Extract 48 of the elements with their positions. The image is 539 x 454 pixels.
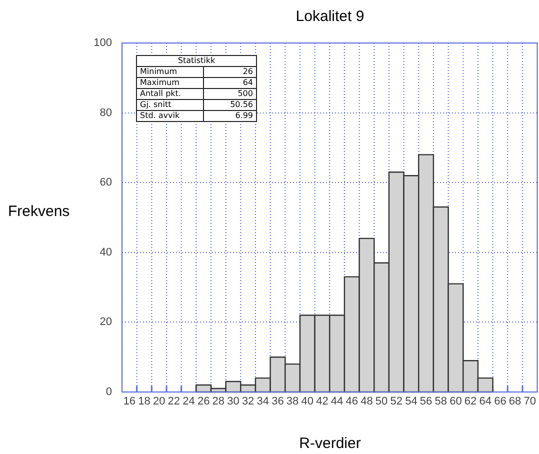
annotation: 6.99 [204,110,256,122]
annotation: Statistikk [136,56,256,66]
x-tick-label: 50 [375,396,388,408]
annotation: Gj. snitt [136,100,204,110]
y-tick-label: 100 [94,37,112,50]
y-axis-title: Frekvens [8,203,70,220]
x-tick-label: 20 [152,396,166,408]
x-tick-label: 34 [256,396,270,408]
x-tick-label: 26 [197,396,210,408]
x-tick-label: 18 [138,396,150,408]
annotation: 26 [204,66,256,78]
x-tick-label: 30 [227,396,240,408]
y-tick-label: 40 [100,246,112,258]
annotation: 64 [204,78,256,88]
x-tick-label: 22 [168,396,180,408]
x-tick-label: 56 [420,396,432,408]
x-tick-label: 28 [212,396,225,408]
x-tick-label: 66 [494,396,506,408]
x-tick-label: 32 [242,396,254,408]
x-tick-label: 42 [316,396,328,408]
y-tick-label: 60 [100,176,112,189]
x-tick-label: 36 [272,396,284,408]
x-tick-label: 38 [286,396,299,408]
x-tick-label: 60 [450,396,462,408]
annotation: 50.56 [204,100,256,110]
x-tick-label: 70 [524,396,536,408]
annotation: 500 [204,88,256,100]
x-tick-label: 54 [405,396,418,408]
x-tick-label: 52 [390,396,403,408]
x-tick-label: 62 [464,396,477,408]
annotation: Antall pkt. [136,88,204,100]
x-axis-title: R-verdier [298,435,362,452]
y-tick-label: 20 [100,316,112,328]
x-tick-label: 44 [330,396,344,408]
x-tick-label: 58 [434,396,447,408]
y-tick-label: 0 [106,386,112,398]
annotation: Maximum [136,78,204,88]
y-tick-label: 80 [100,106,112,119]
annotation: Std. avvik [136,110,204,122]
x-tick-label: 16 [123,396,136,408]
x-tick-label: 64 [479,396,492,408]
x-tick-label: 46 [346,396,358,408]
chart-title: Lokalitet 9 [294,8,366,25]
annotation: Minimum [136,66,204,78]
x-tick-label: 24 [182,396,195,408]
x-tick-label: 68 [508,396,522,408]
x-tick-label: 40 [301,396,314,408]
x-tick-label: 48 [360,396,373,408]
